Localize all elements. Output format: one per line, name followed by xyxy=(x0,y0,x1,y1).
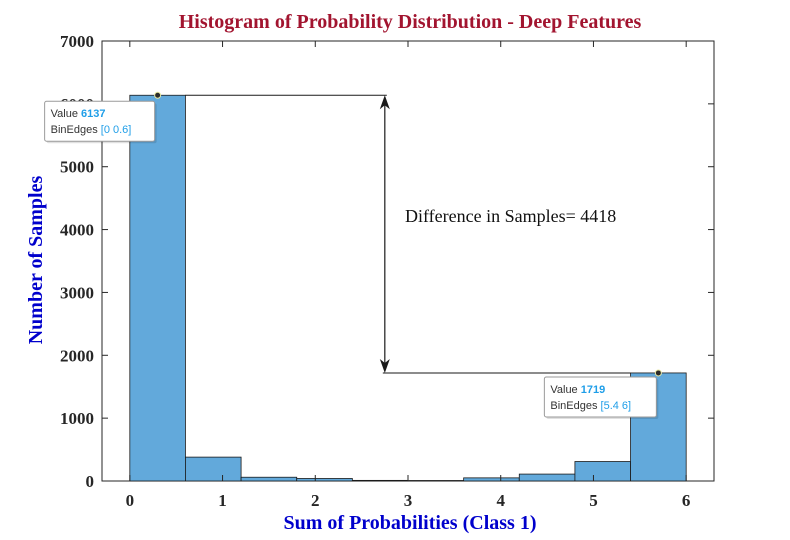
datatip-edges: [0 0.6] xyxy=(101,124,132,136)
datatip-marker[interactable] xyxy=(654,369,662,377)
x-tick-label: 4 xyxy=(496,491,505,510)
datatip-value: 1719 xyxy=(581,384,605,396)
histogram-bar xyxy=(518,473,576,482)
histogram-bar xyxy=(129,94,186,482)
datatip-edges: [5.4 6] xyxy=(601,400,632,412)
datatip-value-label: Value xyxy=(550,384,580,396)
x-tick-label: 6 xyxy=(682,491,691,510)
datatip-value-row: Value 6137 xyxy=(51,108,106,120)
x-tick-label: 1 xyxy=(218,491,227,510)
histogram-bar xyxy=(185,456,242,482)
datatip-value-row: Value 1719 xyxy=(550,384,605,396)
datatip-edges-row: BinEdges [5.4 6] xyxy=(550,400,631,412)
datatip-edges-label: BinEdges xyxy=(550,400,600,412)
y-tick-label: 3000 xyxy=(60,283,94,302)
x-tick-label: 0 xyxy=(126,491,135,510)
datatip-edges-label: BinEdges xyxy=(51,124,101,136)
datatip[interactable]: Value 6137 BinEdges [0 0.6] xyxy=(44,91,162,144)
histogram-bar xyxy=(296,478,353,482)
datatip-box xyxy=(543,376,657,418)
datatip-edges-row: BinEdges [0 0.6] xyxy=(51,124,132,136)
y-tick-label: 4000 xyxy=(60,221,94,240)
annotation-group: Difference in Samples= 4418 xyxy=(185,94,631,374)
histogram-bar xyxy=(351,479,409,482)
x-axis-label: Sum of Probabilities (Class 1) xyxy=(284,512,537,534)
x-tick-label: 2 xyxy=(311,491,320,510)
x-tick-label: 5 xyxy=(589,491,598,510)
y-tick-label: 0 xyxy=(86,472,95,491)
datatip[interactable]: Value 1719 BinEdges [5.4 6] xyxy=(543,369,662,419)
y-axis-label: Number of Samples xyxy=(25,176,47,345)
histogram-bar xyxy=(240,476,298,482)
chart-title: Histogram of Probability Distribution - … xyxy=(179,11,642,33)
y-tick-label: 1000 xyxy=(60,409,94,428)
datatips-group: Value 6137 BinEdges [0 0.6] Value 1719 BinE… xyxy=(44,91,662,419)
x-tick-label: 3 xyxy=(404,491,413,510)
datatip-value: 6137 xyxy=(81,108,105,120)
datatip-marker[interactable] xyxy=(154,91,162,99)
arrow-head-down-icon xyxy=(379,358,390,373)
y-tick-label: 5000 xyxy=(60,158,94,177)
y-tick-label: 2000 xyxy=(60,346,94,365)
histogram-bar xyxy=(463,477,520,482)
difference-annotation: Difference in Samples= 4418 xyxy=(405,206,616,226)
arrow-head-up-icon xyxy=(379,95,390,110)
histogram-bar xyxy=(574,461,631,482)
histogram-bar xyxy=(407,480,465,482)
y-tick-label: 7000 xyxy=(60,32,94,51)
datatip-value-label: Value xyxy=(51,108,81,120)
datatip-box xyxy=(44,100,156,142)
